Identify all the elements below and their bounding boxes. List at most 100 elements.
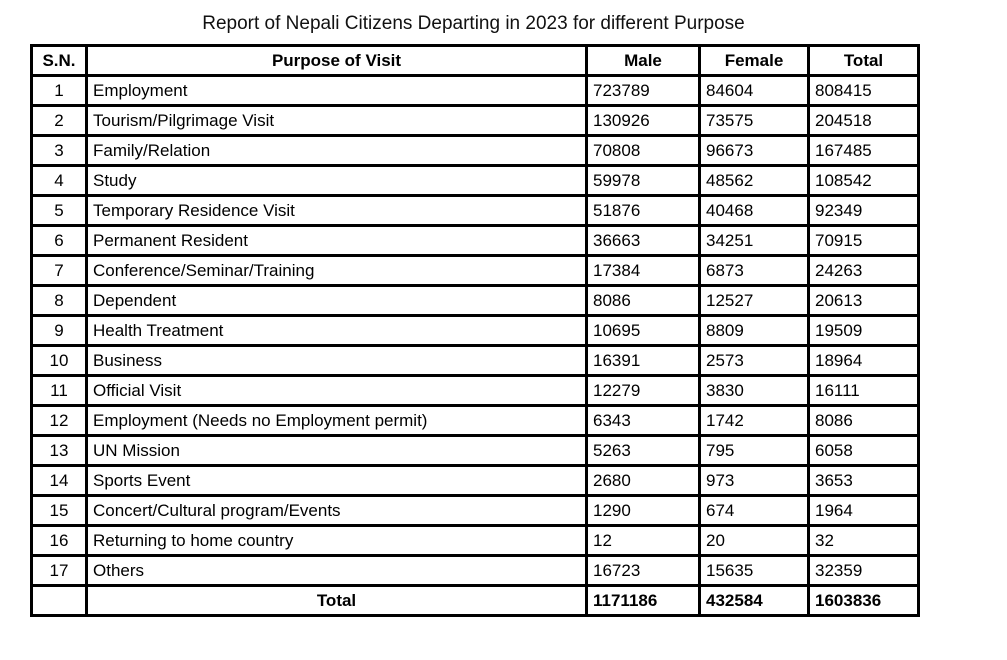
total-cell-male: 1171186 [585,584,701,617]
table-row: 9 Health Treatment 10695 8809 19509 [30,314,920,347]
cell-total: 70915 [807,224,920,257]
cell-female: 48562 [698,164,810,197]
column-header-female: Female [698,44,810,77]
table-body: 1 Employment 723789 84604 808415 2 Tourism/Pil… [30,74,920,617]
cell-female: 84604 [698,74,810,107]
cell-female: 6873 [698,254,810,287]
cell-total: 32359 [807,554,920,587]
cell-purpose: Others [85,554,588,587]
cell-sn: 14 [30,464,88,497]
column-header-sn: S.N. [30,44,88,77]
cell-total: 20613 [807,284,920,317]
table-row: 16 Returning to home country 12 20 32 [30,524,920,557]
table-row: 5 Temporary Residence Visit 51876 40468 9234… [30,194,920,227]
cell-male: 10695 [585,314,701,347]
cell-sn: 13 [30,434,88,467]
total-cell-label: Total [85,584,588,617]
table-row: 1 Employment 723789 84604 808415 [30,74,920,107]
cell-sn: 8 [30,284,88,317]
cell-sn: 7 [30,254,88,287]
cell-sn: 17 [30,554,88,587]
total-cell-female: 432584 [698,584,810,617]
table-row: 7 Conference/Seminar/Training 17384 6873 242… [30,254,920,287]
cell-purpose: Dependent [85,284,588,317]
cell-total: 92349 [807,194,920,227]
cell-purpose: Sports Event [85,464,588,497]
cell-sn: 2 [30,104,88,137]
cell-male: 59978 [585,164,701,197]
table-row: 2 Tourism/Pilgrimage Visit 130926 73575 2045… [30,104,920,137]
cell-female: 795 [698,434,810,467]
cell-female: 15635 [698,554,810,587]
cell-purpose: Permanent Resident [85,224,588,257]
cell-sn: 3 [30,134,88,167]
table-row: 14 Sports Event 2680 973 3653 [30,464,920,497]
cell-total: 8086 [807,404,920,437]
cell-female: 674 [698,494,810,527]
cell-purpose: Returning to home country [85,524,588,557]
cell-sn: 5 [30,194,88,227]
cell-purpose: Employment [85,74,588,107]
cell-sn: 9 [30,314,88,347]
departures-table: S.N. Purpose of Visit Male Female Total … [30,44,920,617]
cell-female: 34251 [698,224,810,257]
cell-purpose: Employment (Needs no Employment permit) [85,404,588,437]
cell-male: 6343 [585,404,701,437]
cell-male: 723789 [585,74,701,107]
cell-male: 12 [585,524,701,557]
cell-sn: 11 [30,374,88,407]
table-row: 10 Business 16391 2573 18964 [30,344,920,377]
table-total-row: Total 1171186 432584 1603836 [30,584,920,617]
column-header-total: Total [807,44,920,77]
table-row: 4 Study 59978 48562 108542 [30,164,920,197]
cell-total: 32 [807,524,920,557]
table-row: 11 Official Visit 12279 3830 16111 [30,374,920,407]
cell-sn: 4 [30,164,88,197]
cell-male: 5263 [585,434,701,467]
table-row: 15 Concert/Cultural program/Events 1290 674… [30,494,920,527]
cell-total: 108542 [807,164,920,197]
cell-total: 16111 [807,374,920,407]
table-row: 12 Employment (Needs no Employment permit… [30,404,920,437]
cell-female: 973 [698,464,810,497]
cell-sn: 10 [30,344,88,377]
column-header-male: Male [585,44,701,77]
table-row: 8 Dependent 8086 12527 20613 [30,284,920,317]
cell-purpose: Conference/Seminar/Training [85,254,588,287]
cell-male: 16723 [585,554,701,587]
cell-female: 20 [698,524,810,557]
cell-female: 40468 [698,194,810,227]
table-row: 17 Others 16723 15635 32359 [30,554,920,587]
cell-purpose: Health Treatment [85,314,588,347]
cell-total: 24263 [807,254,920,287]
cell-male: 1290 [585,494,701,527]
cell-purpose: Study [85,164,588,197]
cell-sn: 6 [30,224,88,257]
report-title: Report of Nepali Citizens Departing in 2… [202,13,745,34]
cell-purpose: Tourism/Pilgrimage Visit [85,104,588,137]
cell-purpose: Concert/Cultural program/Events [85,494,588,527]
cell-male: 36663 [585,224,701,257]
cell-total: 1964 [807,494,920,527]
cell-male: 2680 [585,464,701,497]
cell-sn: 1 [30,74,88,107]
cell-male: 51876 [585,194,701,227]
cell-purpose: UN Mission [85,434,588,467]
cell-sn: 15 [30,494,88,527]
cell-male: 8086 [585,284,701,317]
cell-male: 130926 [585,104,701,137]
column-header-purpose: Purpose of Visit [85,44,588,77]
cell-purpose: Business [85,344,588,377]
cell-total: 3653 [807,464,920,497]
total-cell-total: 1603836 [807,584,920,617]
cell-female: 8809 [698,314,810,347]
cell-total: 19509 [807,314,920,347]
cell-male: 70808 [585,134,701,167]
cell-total: 167485 [807,134,920,167]
table-header-row: S.N. Purpose of Visit Male Female Total [30,44,920,77]
cell-purpose: Family/Relation [85,134,588,167]
cell-total: 808415 [807,74,920,107]
cell-female: 2573 [698,344,810,377]
cell-male: 16391 [585,344,701,377]
cell-male: 12279 [585,374,701,407]
